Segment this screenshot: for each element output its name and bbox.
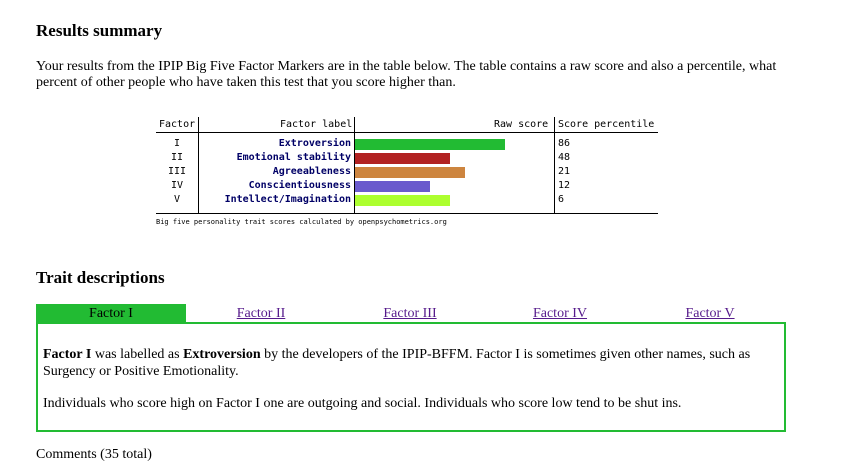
tab-factor-iii[interactable]: Factor III (383, 306, 437, 321)
tab-factor-ii[interactable]: Factor II (236, 306, 286, 321)
results-summary-heading: Results summary (36, 21, 163, 40)
factor-label: Extroversion (278, 138, 351, 149)
column-divider (354, 117, 355, 213)
header-factor: Factor (159, 119, 196, 130)
raw-score-bar (355, 167, 465, 178)
column-divider (554, 117, 555, 213)
factor-tabs: Factor I Factor II Factor III Factor IV … (36, 304, 786, 323)
factor-number: I (173, 138, 181, 149)
header-factor-label: Factor label (280, 119, 353, 130)
factor-label: Emotional stability (236, 152, 351, 163)
factor-number: II (170, 152, 184, 163)
results-table: Factor Factor label Raw score Score perc… (156, 117, 658, 237)
tab-factor-iv[interactable]: Factor IV (532, 306, 588, 321)
score-percentile: 6 (558, 194, 565, 205)
raw-score-bar (355, 181, 430, 192)
description-paragraph: Individuals who score high on Factor I o… (43, 396, 682, 411)
description-text: was labelled as (91, 347, 184, 362)
raw-score-bar (355, 195, 450, 206)
description-paragraph: Factor I was labelled as Extroversion by… (43, 346, 778, 380)
tab-factor-i[interactable]: Factor I (36, 304, 186, 323)
column-divider (198, 117, 199, 213)
score-percentile: 21 (558, 166, 571, 177)
factor-label: Conscientiousness (248, 180, 351, 191)
factor-description-panel: Factor I was labelled as Extroversion by… (36, 322, 786, 432)
score-percentile: 48 (558, 152, 571, 163)
factor-label: Intellect/Imagination (224, 194, 351, 205)
factor-number: V (173, 194, 181, 205)
comments-heading-partial: Comments (35 total) (36, 447, 152, 462)
score-percentile: 12 (558, 180, 571, 191)
trait-name: Extroversion (183, 347, 261, 362)
header-raw-score: Raw score (494, 119, 549, 130)
credit-text: Big five personality trait scores calcul… (156, 218, 447, 226)
footer-rule (156, 213, 658, 214)
description-text: by the developers of the IPIP-BFFM. Fact… (43, 347, 751, 379)
intro-text: Your results from the IPIP Big Five Fact… (36, 59, 777, 90)
tab-factor-v[interactable]: Factor V (685, 306, 735, 321)
trait-descriptions-heading: Trait descriptions (36, 268, 165, 287)
raw-score-bar (355, 139, 505, 150)
header-rule (156, 132, 658, 133)
factor-number: IV (170, 180, 184, 191)
factor-number: III (167, 166, 187, 177)
header-score-percentile: Score percentile (558, 119, 655, 130)
raw-score-bar (355, 153, 450, 164)
score-percentile: 86 (558, 138, 571, 149)
factor-name: Factor I (43, 347, 92, 362)
factor-label: Agreeableness (272, 166, 351, 177)
